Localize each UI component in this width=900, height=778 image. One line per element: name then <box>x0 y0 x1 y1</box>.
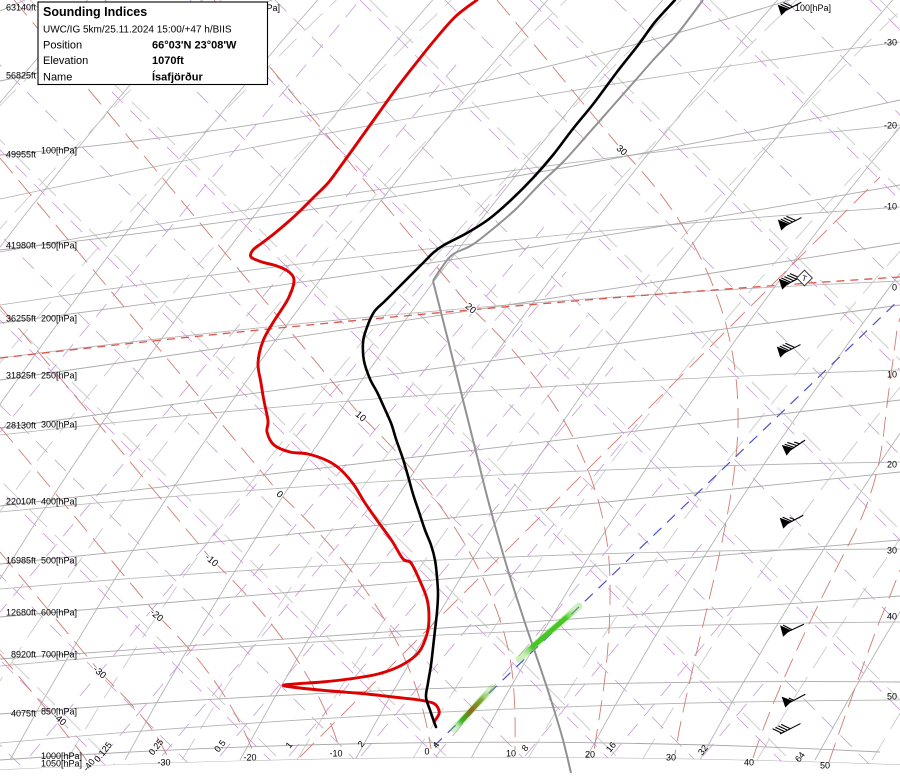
svg-text:-20: -20 <box>884 121 897 131</box>
svg-text:1070ft: 1070ft <box>152 55 184 67</box>
svg-text:40: 40 <box>887 612 897 622</box>
svg-text:10: 10 <box>506 749 516 759</box>
svg-text:63140ft: 63140ft <box>6 3 37 13</box>
svg-text:36255ft: 36255ft <box>6 314 37 324</box>
svg-text:150[hPa]: 150[hPa] <box>41 241 77 251</box>
svg-text:40: 40 <box>744 758 754 768</box>
svg-text:Sounding Indices: Sounding Indices <box>43 5 147 19</box>
svg-text:30: 30 <box>666 753 676 763</box>
svg-text:200[hPa]: 200[hPa] <box>41 314 77 324</box>
svg-text:28130ft: 28130ft <box>6 421 37 431</box>
svg-text:4075ft: 4075ft <box>11 709 37 719</box>
svg-text:50: 50 <box>820 761 830 771</box>
svg-text:-20: -20 <box>243 753 256 763</box>
svg-text:0: 0 <box>274 489 285 501</box>
svg-text:32: 32 <box>696 743 710 757</box>
svg-text:2: 2 <box>356 739 367 749</box>
svg-text:8920ft: 8920ft <box>11 650 37 660</box>
svg-text:49955ft: 49955ft <box>6 150 37 160</box>
svg-text:0: 0 <box>424 747 429 757</box>
svg-text:50: 50 <box>887 692 897 702</box>
svg-text:0: 0 <box>892 283 897 293</box>
svg-text:400[hPa]: 400[hPa] <box>41 497 77 507</box>
svg-text:56825ft: 56825ft <box>6 71 37 81</box>
svg-text:22010ft: 22010ft <box>6 497 37 507</box>
svg-text:100[hPa]: 100[hPa] <box>795 3 831 13</box>
svg-text:12680ft: 12680ft <box>6 608 37 618</box>
svg-text:30: 30 <box>887 546 897 556</box>
svg-text:20: 20 <box>887 460 897 470</box>
svg-text:31825ft: 31825ft <box>6 371 37 381</box>
svg-text:-10: -10 <box>884 202 897 212</box>
svg-text:1050[hPa]: 1050[hPa] <box>41 759 82 769</box>
svg-text:500[hPa]: 500[hPa] <box>41 556 77 566</box>
svg-text:850[hPa]: 850[hPa] <box>41 707 77 717</box>
svg-text:250[hPa]: 250[hPa] <box>41 371 77 381</box>
svg-text:600[hPa]: 600[hPa] <box>41 608 77 618</box>
svg-text:4: 4 <box>431 740 442 750</box>
svg-text:UWC/IG 5km/25.11.2024 15:00/+4: UWC/IG 5km/25.11.2024 15:00/+47 h/BIIS <box>43 25 232 36</box>
svg-text:300[hPa]: 300[hPa] <box>41 420 77 430</box>
svg-text:10: 10 <box>887 370 897 380</box>
svg-text:700[hPa]: 700[hPa] <box>41 650 77 660</box>
svg-text:-30: -30 <box>884 38 897 48</box>
svg-text:16985ft: 16985ft <box>6 556 37 566</box>
svg-text:-30: -30 <box>157 758 170 768</box>
svg-text:64: 64 <box>793 750 807 764</box>
svg-text:Ísafjörður: Ísafjörður <box>152 71 203 84</box>
svg-text:8: 8 <box>520 743 531 753</box>
svg-text:1: 1 <box>284 740 295 750</box>
svg-text:66°03'N 23°08'W: 66°03'N 23°08'W <box>152 40 237 52</box>
svg-text:1000[hPa]: 1000[hPa] <box>41 751 82 761</box>
svg-text:Position: Position <box>43 40 82 52</box>
svg-text:41980ft: 41980ft <box>6 241 37 251</box>
svg-text:-10: -10 <box>329 749 342 759</box>
svg-text:Elevation: Elevation <box>43 55 88 67</box>
svg-text:100[hPa]: 100[hPa] <box>41 146 77 156</box>
svg-text:20: 20 <box>585 750 595 760</box>
svg-text:16: 16 <box>604 740 618 754</box>
svg-text:Name: Name <box>43 72 72 84</box>
svg-text:T: T <box>801 274 808 284</box>
